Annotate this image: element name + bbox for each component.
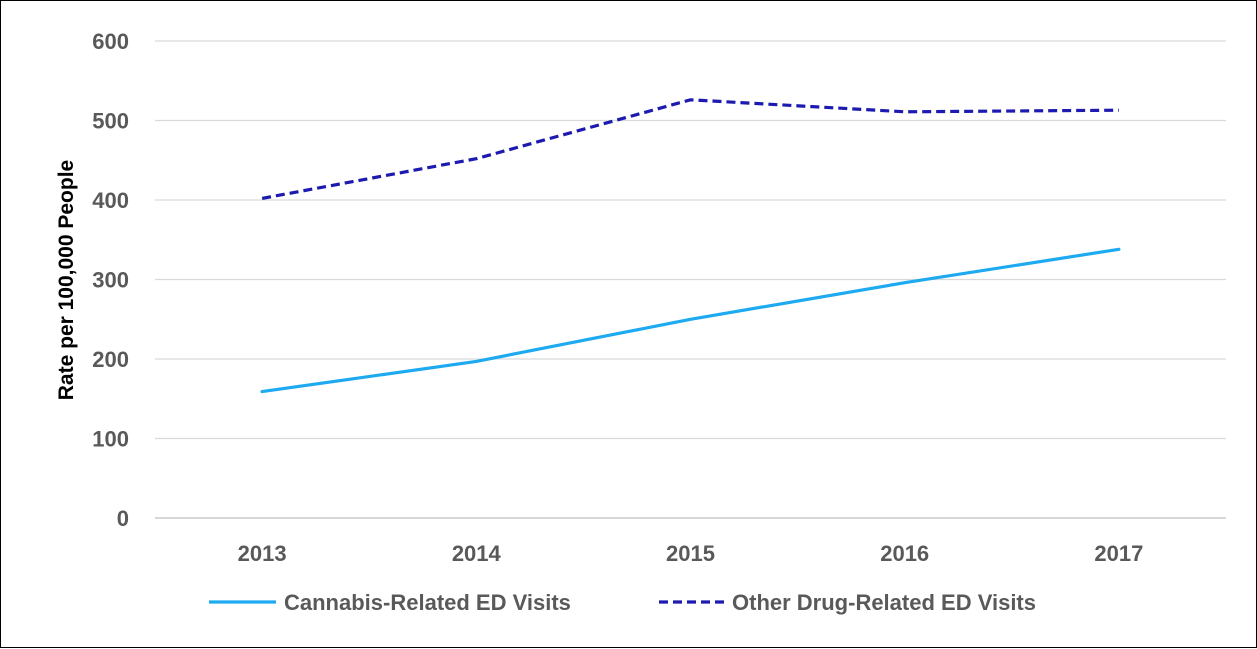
x-tick-label: 2017: [1094, 541, 1143, 566]
data-point: [475, 360, 478, 363]
x-tick-label: 2014: [452, 541, 502, 566]
y-tick-label: 200: [92, 347, 129, 372]
series-line-other-drug: [261, 98, 1119, 200]
gridlines: [155, 40, 1226, 519]
y-tick-label: 600: [92, 29, 129, 54]
data-point: [689, 318, 692, 321]
x-tick-label: 2013: [238, 541, 287, 566]
data-point: [1117, 109, 1120, 112]
legend-label: Other Drug-Related ED Visits: [732, 590, 1036, 615]
x-axis-ticks: 2013 2014 2015 2016 2017: [238, 541, 1144, 566]
data-point: [1117, 248, 1120, 251]
y-tick-label: 100: [92, 427, 129, 452]
data-point: [689, 98, 692, 101]
y-axis-ticks: 0 100 200 300 400 500 600: [92, 29, 129, 531]
legend: Cannabis-Related ED Visits Other Drug-Rel…: [209, 590, 1036, 615]
data-point: [475, 157, 478, 160]
series-line-cannabis: [260, 247, 1121, 394]
legend-label: Cannabis-Related ED Visits: [284, 590, 571, 615]
y-tick-label: 400: [92, 188, 129, 213]
series-lines: [260, 98, 1121, 394]
data-point: [903, 281, 906, 284]
data-point: [261, 197, 264, 200]
y-tick-label: 0: [117, 506, 129, 531]
y-tick-label: 300: [92, 268, 129, 293]
data-point: [261, 390, 264, 393]
data-point: [903, 110, 906, 113]
y-axis-label: Rate per 100,000 People: [55, 160, 78, 400]
y-tick-label: 500: [92, 109, 129, 134]
x-tick-label: 2016: [880, 541, 929, 566]
x-tick-label: 2015: [666, 541, 715, 566]
